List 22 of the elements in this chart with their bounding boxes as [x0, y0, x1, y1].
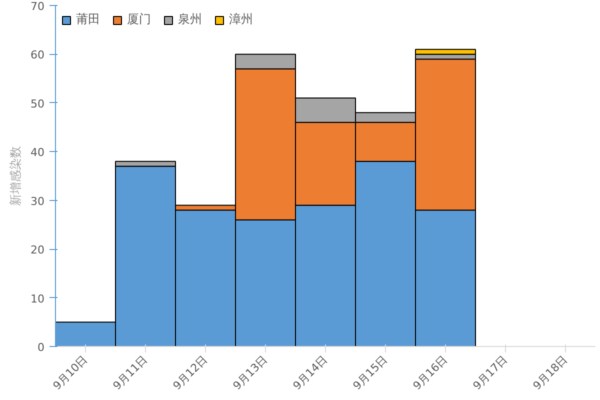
y-tick-label: 70 [30, 0, 45, 13]
legend-label: 漳州 [229, 11, 253, 28]
legend-label: 厦门 [127, 11, 151, 28]
y-axis-title: 新增感染数 [8, 146, 23, 206]
legend-label: 泉州 [178, 11, 202, 28]
x-tick-label: 9月15日 [350, 352, 390, 392]
x-tick-label: 9月11日 [110, 352, 150, 392]
y-tick-label: 50 [30, 97, 45, 110]
legend-label: 莆田 [76, 11, 100, 28]
y-tick-label: 10 [30, 292, 45, 306]
x-tick-label: 9月12日 [170, 352, 210, 392]
y-tick-label: 40 [30, 146, 45, 160]
x-tick-label: 9月10日 [50, 352, 90, 392]
y-tick-label: 60 [30, 48, 45, 62]
x-tick-label: 9月17日 [470, 352, 510, 392]
x-tick-label: 9月18日 [530, 352, 570, 392]
x-tick-label: 9月14日 [290, 352, 330, 392]
x-tick-label: 9月16日 [410, 352, 450, 392]
y-tick-label: 0 [38, 341, 44, 354]
y-tick-label: 20 [30, 244, 45, 257]
y-tick-label: 30 [30, 194, 45, 208]
x-tick-label: 9月13日 [230, 352, 270, 392]
